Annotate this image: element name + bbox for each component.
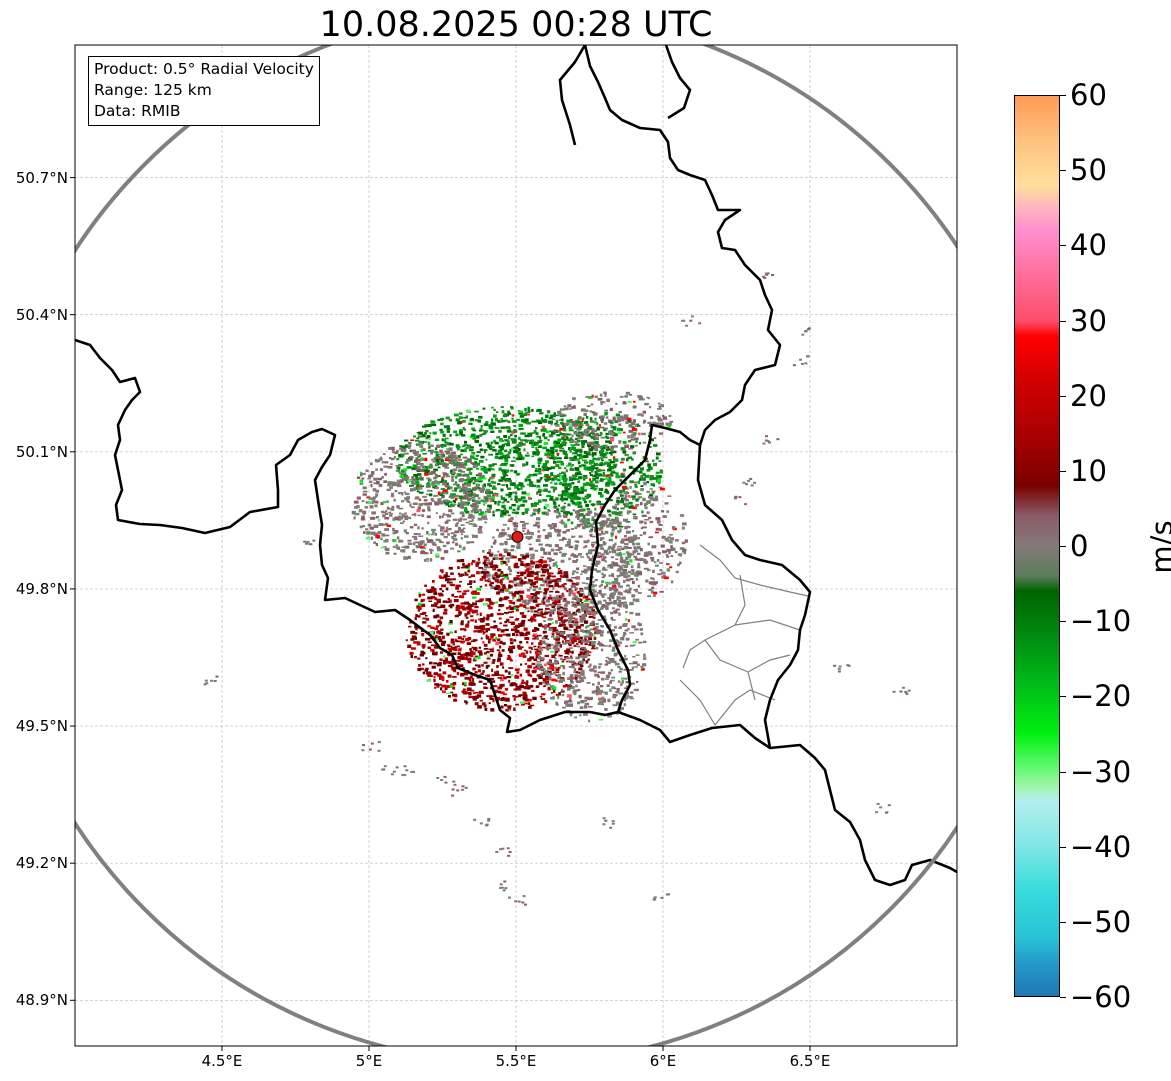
radar-site-marker[interactable] bbox=[511, 530, 524, 543]
colorbar-tick-label: 60 bbox=[1070, 78, 1107, 112]
luxembourg-canton-border bbox=[682, 574, 746, 669]
luxembourg-canton-border bbox=[699, 544, 809, 597]
product-label: Product: 0.5° Radial Velocity bbox=[94, 60, 314, 78]
colorbar-tick-label: −30 bbox=[1070, 754, 1132, 789]
country-borders bbox=[75, 45, 957, 887]
colorbar-tick-label: 0 bbox=[1070, 529, 1089, 563]
luxembourg-canton-border bbox=[679, 679, 776, 727]
map-gridlines bbox=[75, 45, 957, 1046]
colorbar-tick bbox=[1060, 170, 1066, 172]
product-info-box: Product: 0.5° Radial Velocity Range: 125… bbox=[88, 56, 320, 126]
lon-tick-label: 6°E bbox=[649, 1052, 677, 1070]
belgium-netherlands-border bbox=[558, 45, 587, 146]
colorbar-tick-label: 40 bbox=[1070, 228, 1107, 263]
region-borders bbox=[679, 544, 809, 727]
lon-tick-label: 4.5°E bbox=[201, 1052, 243, 1070]
germany-north-border bbox=[664, 45, 692, 120]
colorbar-tick bbox=[1060, 621, 1066, 623]
luxembourg-france-border bbox=[617, 710, 957, 887]
lat-tick-label: 48.9°N bbox=[15, 991, 68, 1010]
colorbar-tick bbox=[1060, 245, 1066, 247]
belgium-france-border bbox=[75, 338, 619, 734]
belgium-luxembourg-border bbox=[583, 45, 782, 713]
colorbar-tick-label: −50 bbox=[1070, 904, 1132, 939]
lon-tick-label: 6.5°E bbox=[789, 1052, 831, 1070]
velocity-echoes bbox=[203, 272, 911, 906]
colorbar-tick bbox=[1060, 771, 1066, 773]
lat-tick-label: 49.2°N bbox=[15, 854, 68, 873]
map-tick-marks bbox=[70, 177, 811, 1051]
lat-tick-label: 50.1°N bbox=[15, 442, 68, 461]
colorbar-tick-label: 50 bbox=[1070, 153, 1107, 188]
luxembourg-canton-border bbox=[734, 619, 801, 631]
colorbar-tick-label: −40 bbox=[1070, 829, 1132, 864]
colorbar-tick-label: −20 bbox=[1070, 679, 1132, 714]
lat-tick-label: 49.8°N bbox=[15, 579, 68, 598]
colorbar-tick-label: 30 bbox=[1070, 303, 1107, 338]
luxembourg-germany-border bbox=[696, 444, 812, 749]
colorbar-tick bbox=[1060, 95, 1066, 96]
lon-tick-label: 5.5°E bbox=[495, 1052, 537, 1070]
luxembourg-canton-border bbox=[747, 671, 756, 701]
colorbar-tick bbox=[1060, 921, 1066, 923]
colorbar-tick-label: −60 bbox=[1070, 980, 1132, 1014]
data-source-label: Data: RMIB bbox=[94, 102, 181, 120]
velocity-colorbar bbox=[1014, 95, 1060, 997]
colorbar-tick-label: −10 bbox=[1070, 604, 1132, 639]
map-title: 10.08.2025 00:28 UTC bbox=[319, 5, 713, 45]
colorbar-tick bbox=[1060, 846, 1066, 848]
colorbar-tick bbox=[1060, 470, 1066, 472]
colorbar-tick bbox=[1060, 997, 1066, 998]
luxembourg-canton-border bbox=[704, 639, 791, 673]
lon-tick-label: 5°E bbox=[355, 1052, 383, 1070]
lat-tick-label: 50.7°N bbox=[15, 168, 68, 187]
colorbar-tick-label: 10 bbox=[1070, 453, 1107, 488]
colorbar-tick bbox=[1060, 320, 1066, 322]
lat-tick-label: 50.4°N bbox=[15, 305, 68, 324]
colorbar-tick bbox=[1060, 546, 1066, 547]
range-label: Range: 125 km bbox=[94, 81, 212, 99]
colorbar-tick bbox=[1060, 395, 1066, 397]
colorbar-tick-label: 20 bbox=[1070, 378, 1107, 413]
colorbar-tick bbox=[1060, 696, 1066, 698]
colorbar-unit-label: m/s bbox=[1145, 520, 1171, 574]
lat-tick-label: 49.5°N bbox=[15, 717, 68, 736]
